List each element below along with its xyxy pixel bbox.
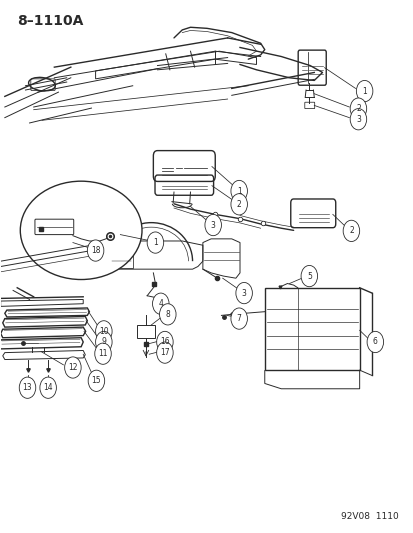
Text: 17: 17 [160,348,169,357]
Text: 10: 10 [99,327,108,336]
Text: 11: 11 [98,349,107,358]
Text: 2: 2 [355,104,360,113]
Circle shape [156,342,173,364]
Text: 3: 3 [241,288,246,297]
Text: 92V08  1110: 92V08 1110 [340,512,398,521]
Text: 14: 14 [43,383,53,392]
Text: 1: 1 [361,86,366,95]
Circle shape [342,220,359,241]
Text: 3: 3 [355,115,360,124]
Text: 13: 13 [23,383,32,392]
Circle shape [147,232,163,253]
Text: 12: 12 [68,363,78,372]
Text: 6: 6 [372,337,377,346]
Text: 2: 2 [348,227,353,236]
Circle shape [230,193,247,215]
Circle shape [349,98,366,119]
Text: 7: 7 [236,314,241,323]
Circle shape [366,332,383,353]
Text: 1: 1 [153,238,157,247]
Text: 8–1110A: 8–1110A [17,14,83,28]
Text: 9: 9 [101,337,106,346]
Circle shape [152,293,169,314]
Circle shape [349,109,366,130]
Circle shape [156,332,173,353]
Circle shape [19,377,36,398]
Text: 1: 1 [236,187,241,196]
Circle shape [159,304,176,325]
Bar [110,253,133,268]
Circle shape [95,343,111,365]
Circle shape [95,321,112,342]
Circle shape [230,308,247,329]
Text: 4: 4 [158,299,163,308]
Circle shape [87,240,104,261]
Circle shape [356,80,372,102]
Text: 5: 5 [306,272,311,280]
Circle shape [235,282,252,304]
Circle shape [230,180,247,201]
Ellipse shape [20,181,142,279]
Circle shape [95,332,112,353]
Circle shape [204,214,221,236]
Text: 2: 2 [236,200,241,209]
Text: 15: 15 [91,376,101,385]
Circle shape [64,357,81,378]
Circle shape [300,265,317,287]
Circle shape [88,370,104,391]
Text: 8: 8 [165,310,170,319]
Text: 18: 18 [90,246,100,255]
Bar [137,325,155,338]
Circle shape [40,377,56,398]
Text: 3: 3 [210,221,215,230]
Text: 16: 16 [160,337,169,346]
